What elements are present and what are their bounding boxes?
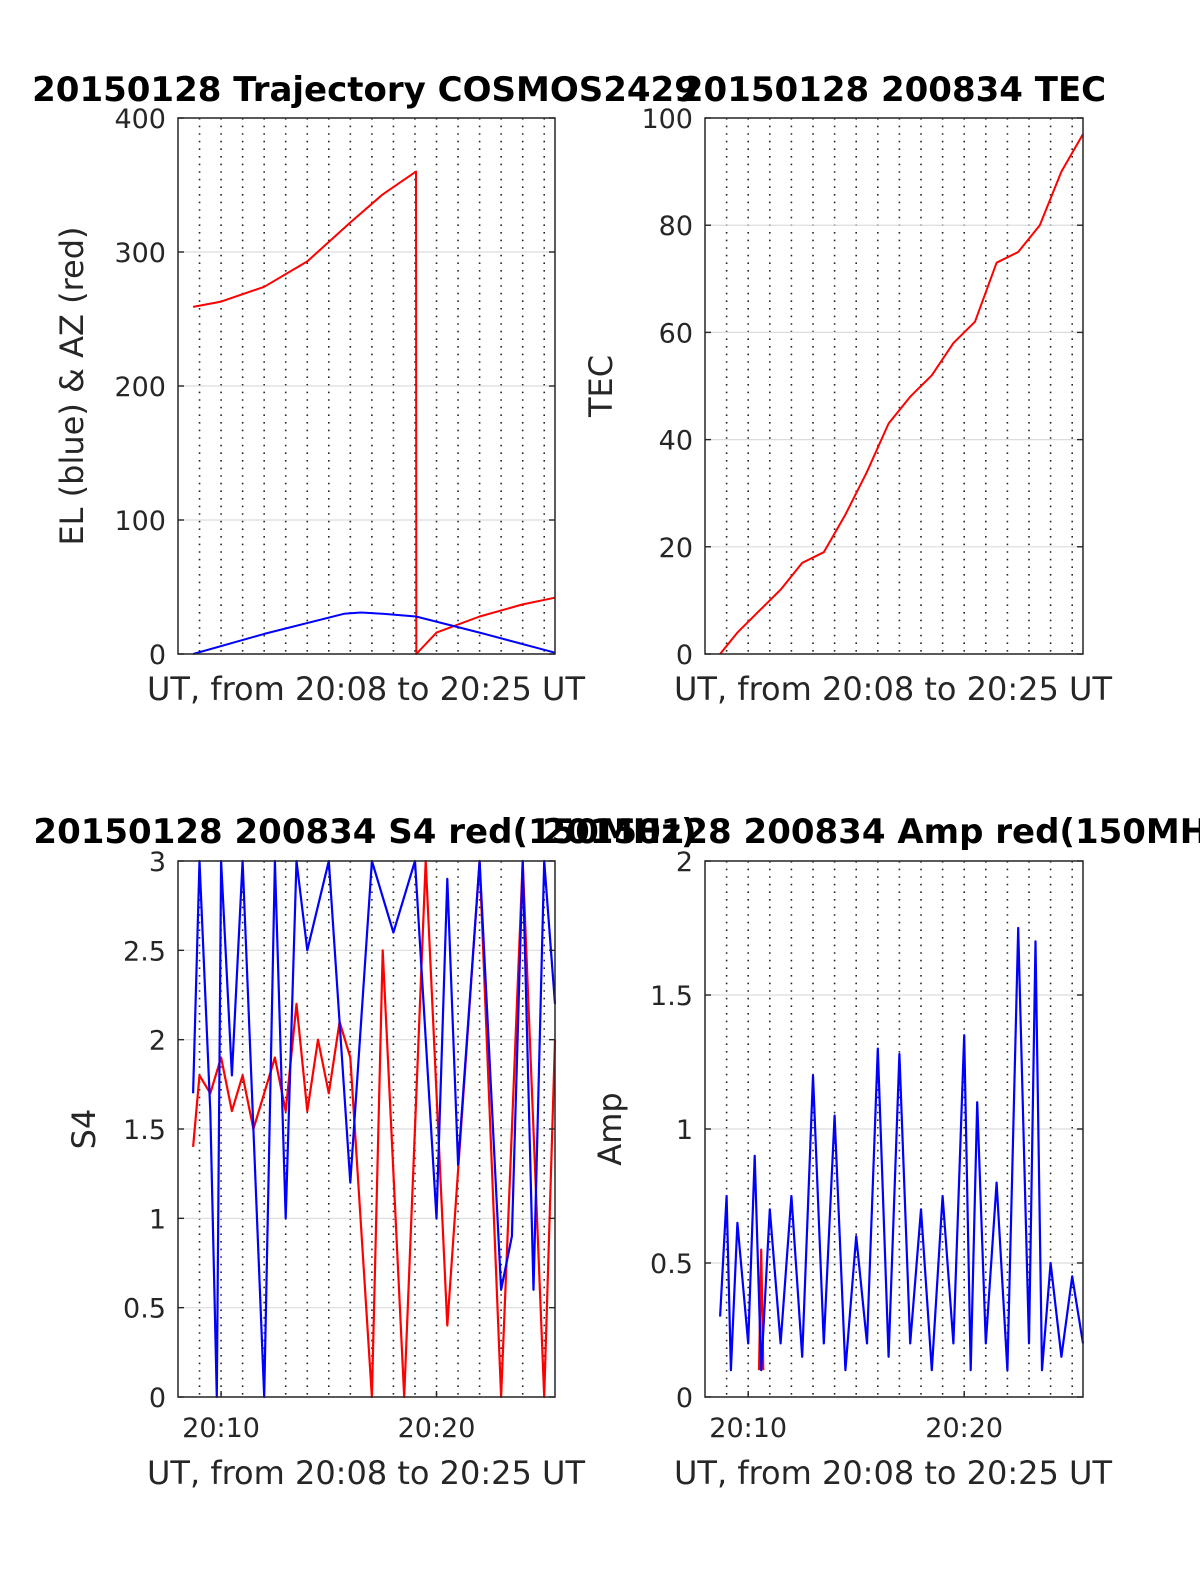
- ytick-label: 100: [641, 104, 693, 135]
- ytick-label: 20: [659, 533, 693, 564]
- axes-box-s4: [177, 860, 556, 1398]
- title-amp: 20150128 200834 Amp red(150MHz): [542, 812, 1200, 852]
- ytick-label: 2.5: [123, 936, 166, 967]
- ytick-label: 80: [659, 211, 693, 242]
- xlabel-amp: UT, from 20:08 to 20:25 UT: [674, 1454, 1112, 1492]
- ytick-label: 0.5: [650, 1249, 693, 1280]
- ytick-label: 60: [659, 318, 693, 349]
- xlabel-tec: UT, from 20:08 to 20:25 UT: [674, 670, 1112, 708]
- ytick-label: 1: [676, 1115, 693, 1146]
- xtick-label: 20:10: [709, 1413, 787, 1444]
- xlabel-s4: UT, from 20:08 to 20:25 UT: [147, 1454, 585, 1492]
- ytick-label: 0: [149, 1383, 166, 1414]
- xtick-label: 20:10: [182, 1413, 260, 1444]
- series-line-blue: [192, 611, 556, 655]
- axes-box-amp: [704, 860, 1084, 1398]
- panel-tec: 20150128 200834 TEC 0 20 40 60 80 100 UT, fro…: [582, 70, 1112, 708]
- ytick-label: 0: [676, 1383, 693, 1414]
- axes-box-tec: [704, 117, 1084, 655]
- ytick-label: 0.5: [123, 1294, 166, 1325]
- title-trajectory: 20150128 Trajectory COSMOS2429: [32, 70, 698, 110]
- ytick-label: 1: [149, 1204, 166, 1235]
- xtick-label: 20:20: [398, 1413, 476, 1444]
- ylabel-trajectory: EL (blue) & AZ (red): [53, 226, 91, 545]
- ytick-label: 3: [149, 847, 166, 878]
- ylabel-tec: TEC: [582, 355, 620, 418]
- title-s4: 20150128 200834 S4 red(150MHz): [33, 812, 696, 852]
- ytick-label: 100: [114, 506, 166, 537]
- ytick-label: 0: [676, 640, 693, 671]
- xlabel-trajectory: UT, from 20:08 to 20:25 UT: [147, 670, 585, 708]
- ytick-label: 2: [149, 1026, 166, 1057]
- ytick-label: 1.5: [650, 981, 693, 1012]
- axes-box-trajectory: [177, 117, 556, 655]
- ylabel-amp: Amp: [591, 1092, 629, 1165]
- ytick-label: 40: [659, 426, 693, 457]
- panel-trajectory: 20150128 Trajectory COSMOS2429 010020030…: [32, 70, 698, 708]
- ytick-label: 1.5: [123, 1115, 166, 1146]
- series-line-blue: [192, 859, 557, 1399]
- series-line-red: [719, 133, 1084, 655]
- ylabel-s4: S4: [65, 1109, 103, 1150]
- series-line-red: [192, 170, 556, 655]
- ytick-label: 0: [149, 640, 166, 671]
- series-line-blue: [719, 926, 1085, 1372]
- xtick-label: 20:20: [925, 1413, 1003, 1444]
- panel-s4: 20150128 200834 S4 red(150MHz) 0 0.5 1 1.5 2…: [33, 812, 696, 1492]
- title-tec: 20150128 200834 TEC: [680, 70, 1106, 110]
- ytick-label: 200: [114, 372, 166, 403]
- ytick-label: 300: [114, 238, 166, 269]
- ytick-label: 400: [114, 104, 166, 135]
- ytick-label: 2: [676, 847, 693, 878]
- panel-amp: 20150128 200834 Amp red(150MHz) 0 0.5 1 1.5…: [542, 812, 1200, 1492]
